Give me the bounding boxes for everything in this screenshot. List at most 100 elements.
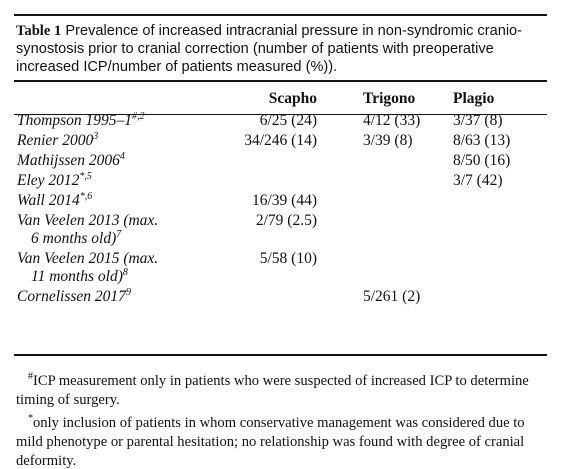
study-cell: Cornelissen 20179 — [14, 286, 225, 308]
study-name: 6 months old)7 — [17, 228, 225, 248]
cell-text: 5/58 (10) — [259, 250, 317, 267]
table: Scapho Trigono Plagio Thompson 1995–1#,2 6/… — [14, 86, 547, 308]
study-cell: Thompson 1995–1#,2 — [14, 110, 225, 132]
study-text: Van Veelen 2015 (max. — [17, 250, 159, 267]
data-cell: 3/39 (8) — [357, 132, 453, 152]
study-text: Cornelissen 2017 — [17, 288, 126, 305]
bottom-rule — [14, 354, 547, 356]
column-header: Scapho — [268, 90, 317, 107]
top-rule — [14, 14, 547, 16]
data-cell — [225, 172, 357, 192]
cell-text: 3/7 (42) — [453, 172, 503, 189]
study-name: Van Veelen 2013 (max. — [17, 212, 225, 230]
study-cell: Van Veelen 2015 (max. 11 months old)8 — [14, 250, 225, 288]
table-row: Cornelissen 20179 5/261 (2) — [14, 286, 547, 308]
data-cell: 34/246 (14) — [225, 132, 357, 152]
reference: 4 — [119, 150, 125, 162]
study-cell: Wall 2014*,6 — [14, 190, 225, 212]
rule — [14, 114, 547, 115]
study-cell: Mathijssen 20064 — [14, 150, 225, 172]
footnote: *only inclusion of patients in whom cons… — [16, 414, 536, 469]
data-cell — [357, 192, 453, 212]
study-name: 11 months old)8 — [17, 266, 225, 286]
data-cell — [357, 152, 453, 172]
data-cell — [225, 152, 357, 172]
caption-line: increased ICP/number of patients measure… — [16, 59, 338, 75]
data-cell — [357, 250, 453, 288]
table-row: Mathijssen 20064 8/50 (16) — [14, 150, 547, 172]
data-cell — [453, 288, 547, 308]
study-name: Renier 20003 — [17, 130, 225, 150]
cell-text: 8/50 (16) — [453, 152, 511, 169]
caption-line: Prevalence of increased intracranial pre… — [65, 23, 523, 39]
data-cell — [453, 192, 547, 212]
cell-text: 8/63 (13) — [453, 132, 511, 149]
reference: #,2 — [131, 110, 145, 122]
study-text: Renier 2000 — [17, 132, 94, 149]
study-text: Van Veelen 2013 (max. — [17, 212, 159, 229]
study-text: Eley 2012 — [17, 172, 80, 189]
reference: *,5 — [79, 170, 92, 182]
study-name: Van Veelen 2015 (max. — [17, 250, 225, 268]
reference: 7 — [116, 228, 122, 240]
cell-text: 2/79 (2.5) — [255, 212, 317, 229]
data-cell: 3/7 (42) — [453, 172, 547, 192]
data-cell — [225, 288, 357, 308]
rule — [14, 80, 547, 82]
data-cell: 8/50 (16) — [453, 152, 547, 172]
footnote-mark: # — [28, 371, 33, 383]
data-cell: 8/63 (13) — [453, 132, 547, 152]
reference: 8 — [122, 266, 128, 278]
cell-text: 5/261 (2) — [363, 288, 421, 305]
cell-text: 6/25 (24) — [259, 112, 317, 129]
data-cell: 2/79 (2.5) — [225, 212, 357, 250]
header-blank — [14, 86, 225, 112]
cell-text: 3/39 (8) — [363, 132, 413, 149]
reference: *,6 — [79, 190, 93, 202]
table-row: Van Veelen 2013 (max. 6 months old)7 2/79 … — [14, 212, 547, 250]
caption-label: Table 1 — [16, 23, 62, 39]
data-cell — [453, 212, 547, 250]
cell-text: 3/37 (8) — [453, 112, 503, 129]
study-name: Wall 2014*,6 — [17, 190, 225, 210]
caption-line: synostosis prior to cranial correction (… — [16, 41, 494, 57]
footnote-text: only inclusion of patients in whom conse… — [16, 415, 525, 469]
data-cell: 5/261 (2) — [357, 288, 453, 308]
study-text: 11 months old) — [31, 268, 123, 285]
footnote: #ICP measurement only in patients who we… — [16, 372, 536, 410]
study-cell: Renier 20003 — [14, 130, 225, 152]
study-name: Cornelissen 20179 — [17, 286, 225, 306]
table-row: Renier 20003 34/246 (14) 3/39 (8) 8/63 (13) — [14, 130, 547, 152]
data-cell: 3/37 (8) — [453, 112, 547, 132]
footnote-text: ICP measurement only in patients who wer… — [16, 373, 529, 408]
study-cell: Eley 2012*,5 — [14, 170, 225, 192]
header-row: Scapho Trigono Plagio — [14, 86, 547, 112]
study-name: Eley 2012*,5 — [17, 170, 225, 190]
reference: 3 — [93, 130, 99, 142]
study-name: Mathijssen 20064 — [17, 150, 225, 170]
data-cell — [453, 250, 547, 288]
table-row: Eley 2012*,5 3/7 (42) — [14, 170, 547, 192]
data-cell: 16/39 (44) — [225, 192, 357, 212]
data-cell: 6/25 (24) — [225, 112, 357, 132]
table-row: Van Veelen 2015 (max. 11 months old)8 5/58… — [14, 250, 547, 288]
data-cell: 4/12 (33) — [357, 112, 453, 132]
cell-text: 4/12 (33) — [363, 112, 421, 129]
study-text: 6 months old) — [31, 230, 117, 247]
data-cell — [357, 212, 453, 250]
study-text: Mathijssen 2006 — [17, 152, 120, 169]
caption: Table 1 Prevalence of increased intracra… — [16, 22, 546, 76]
footnote-mark: * — [28, 413, 33, 425]
cell-text: 16/39 (44) — [251, 192, 317, 209]
column-header: Trigono — [363, 90, 416, 107]
column-header: Plagio — [453, 90, 495, 107]
reference: 9 — [125, 286, 131, 298]
cell-text: 34/246 (14) — [244, 132, 317, 149]
study-name: Thompson 1995–1#,2 — [17, 110, 225, 130]
table-body: Thompson 1995–1#,2 6/25 (24) 4/12 (33) 3/37… — [14, 110, 547, 308]
study-text: Thompson 1995–1 — [17, 112, 132, 129]
table-row: Thompson 1995–1#,2 6/25 (24) 4/12 (33) 3/37… — [14, 110, 547, 132]
footnotes: #ICP measurement only in patients who we… — [16, 372, 536, 469]
study-text: Wall 2014 — [17, 192, 80, 209]
